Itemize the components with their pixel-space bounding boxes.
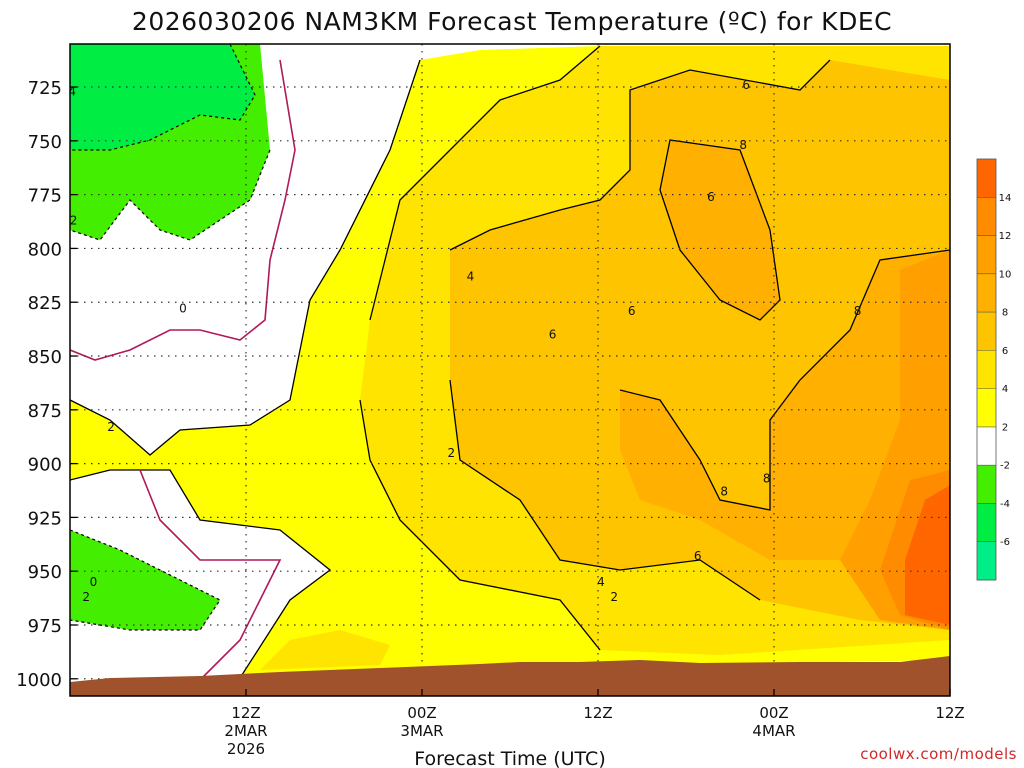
colorbar-swatch — [977, 159, 996, 198]
x-tick-label: 2MAR — [224, 722, 267, 740]
band-14-16 — [905, 485, 950, 625]
x-tick-label: 00Z — [407, 704, 436, 722]
colorbar-swatch — [977, 312, 996, 351]
contour-label: 2 — [82, 590, 90, 604]
colorbar-tick-label: 10 — [999, 269, 1012, 280]
contour-label: 6 — [707, 190, 715, 204]
y-tick-label: 925 — [28, 508, 62, 529]
contour-label: 2 — [107, 420, 115, 434]
x-tick-label: 12Z — [231, 704, 260, 722]
x-tick-label: 12Z — [935, 704, 964, 722]
contour-label: 6 — [694, 549, 702, 563]
x-tick-label: 4MAR — [752, 722, 795, 740]
contour-label: 8 — [739, 138, 747, 152]
colorbar-tick-label: -2 — [1000, 461, 1010, 472]
contour-label: 2 — [610, 590, 618, 604]
colorbar-legend: 14 12 10 8 6 4 2 -2 -4 -6 — [976, 158, 1012, 581]
y-tick-label: 850 — [28, 347, 62, 368]
colorbar-swatch — [977, 426, 996, 466]
contour-label: 6 — [628, 304, 636, 318]
y-tick-label: 950 — [28, 562, 62, 583]
colorbar-swatch — [977, 273, 996, 313]
y-tick-label: 825 — [28, 293, 62, 314]
contour-label: 8 — [763, 472, 771, 486]
contour-line-6 — [449, 59, 831, 601]
colorbar-swatch — [977, 465, 996, 504]
colorbar-tick-label: -6 — [1000, 537, 1010, 548]
colorbar-tick-label: 2 — [1002, 422, 1008, 433]
x-tick-label: 2026 — [227, 740, 265, 758]
colorbar-swatch — [977, 388, 996, 428]
contour-label: 8 — [854, 304, 862, 318]
colorbar-tick-label: 4 — [1002, 384, 1008, 395]
contour-line-8 — [619, 139, 950, 511]
contour-label: 4 — [467, 269, 475, 283]
y-tick-label: 800 — [28, 239, 62, 260]
colorbar-swatch — [977, 235, 996, 275]
contour-label: 2 — [448, 446, 456, 460]
contour-line-minus2 — [70, 149, 271, 631]
y-tick-label: 900 — [28, 455, 62, 476]
colorbar-tick-label: 12 — [999, 231, 1012, 242]
y-tick-label: 725 — [28, 78, 62, 99]
band-4-6-low — [260, 630, 390, 670]
contour-line-2 — [70, 59, 421, 679]
band-8-10-upper — [660, 140, 780, 320]
colorbar-swatch — [977, 197, 996, 237]
colorbar-tick-label: -4 — [1000, 499, 1010, 510]
contour-label: 6 — [549, 327, 557, 341]
y-axis-pressure: 725 750 775 800 825 850 875 900 925 950 975 1000 — [16, 78, 77, 691]
y-tick-label: 975 — [28, 616, 62, 637]
ground-surface — [70, 656, 950, 696]
contour-label: 0 — [179, 302, 187, 316]
contour-label: 4 — [597, 575, 605, 589]
colorbar-swatch — [977, 350, 996, 390]
y-tick-label: 775 — [28, 186, 62, 207]
x-axis-label: Forecast Time (UTC) — [414, 748, 605, 768]
x-tick-label: 3MAR — [400, 722, 443, 740]
y-tick-label: 750 — [28, 132, 62, 153]
contour-line-4 — [359, 45, 601, 651]
colorbar-frame — [976, 158, 997, 581]
contour-label: 0 — [90, 575, 98, 589]
chart-title: 2026030206 NAM3KM Forecast Temperature (… — [132, 7, 892, 36]
contour-label: 8 — [720, 485, 728, 499]
contour-label: 6 — [742, 78, 750, 92]
colorbar-swatch — [977, 503, 996, 543]
contour-line-0 — [70, 59, 296, 681]
colorbar-tick-label: 8 — [1002, 308, 1008, 319]
contour-line-minus4 — [70, 44, 256, 151]
colorbar-tick-label: 6 — [1002, 346, 1008, 357]
y-tick-label: 875 — [28, 401, 62, 422]
y-tick-label: 1000 — [16, 670, 62, 691]
source-credit: coolwx.com/models — [860, 745, 1017, 763]
colorbar-tick-label: 14 — [999, 193, 1012, 204]
colorbar-swatch — [977, 541, 996, 581]
band-minus6-minus4 — [70, 44, 255, 150]
band-minus4-minus2-lower — [70, 530, 220, 630]
contour-label: -4 — [64, 84, 76, 98]
contour-label: -2 — [65, 213, 77, 227]
x-tick-label: 00Z — [759, 704, 788, 722]
plot-frame — [69, 43, 951, 697]
x-tick-label: 12Z — [583, 704, 612, 722]
